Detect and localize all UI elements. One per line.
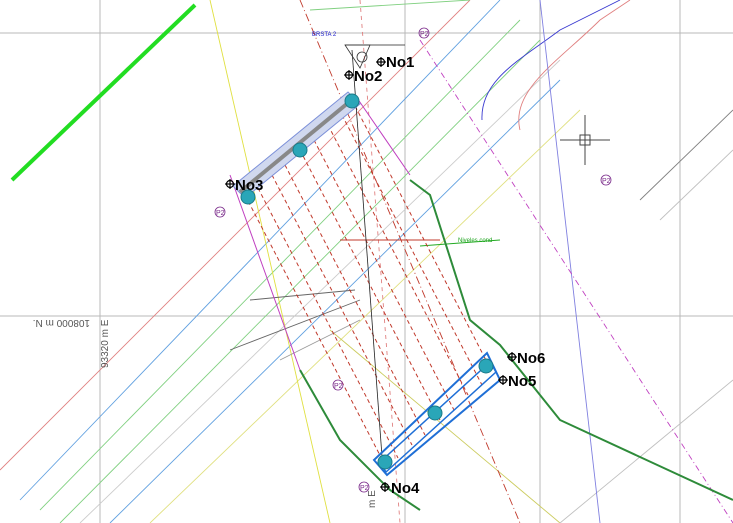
node-symbol-no2 xyxy=(344,70,354,80)
pile-marker xyxy=(292,142,308,158)
site-boundary xyxy=(409,179,733,501)
node-symbol-no1 xyxy=(376,57,386,67)
circle-marker-label: P2 xyxy=(360,485,369,492)
east-coordinate-label-bottom: m E xyxy=(367,490,378,508)
circle-markers xyxy=(214,27,612,493)
node-symbol-no4 xyxy=(380,482,390,492)
pile-marker xyxy=(240,189,256,205)
pile-rows xyxy=(244,99,491,466)
node-symbol-no3 xyxy=(225,179,235,189)
node-symbol-no5 xyxy=(498,375,508,385)
pile-marker xyxy=(478,358,494,374)
node-label-no5[interactable]: No5 xyxy=(508,373,536,390)
node-label-no6[interactable]: No6 xyxy=(517,350,545,367)
circle-marker-label: P2 xyxy=(602,178,611,185)
north-coordinate-label: 108000 m N. xyxy=(33,317,90,328)
east-coordinate-label: 93320 m E xyxy=(100,319,111,368)
annotation-level: Niveles cond xyxy=(458,238,492,244)
pile-marker xyxy=(344,93,360,109)
pile-marker xyxy=(377,454,393,470)
node-label-no4[interactable]: No4 xyxy=(391,480,420,497)
magenta-outline xyxy=(229,94,411,371)
pile-marker xyxy=(427,405,443,421)
piles[interactable] xyxy=(240,93,494,470)
circle-marker-label: P2 xyxy=(216,210,225,217)
node-symbol-no6 xyxy=(507,352,517,362)
circle-marker-label: P2 xyxy=(334,383,343,390)
node-label-no1[interactable]: No1 xyxy=(386,54,414,71)
node-symbols xyxy=(225,57,517,492)
node-label-no3[interactable]: No3 xyxy=(235,177,263,194)
crosshair-cursor-icon xyxy=(560,115,610,165)
highlight-green-line xyxy=(10,3,197,182)
site-boundary-lower xyxy=(299,369,421,511)
survey-triangle xyxy=(344,44,371,69)
circle-marker-label: P2 xyxy=(420,31,429,38)
reference-line xyxy=(351,49,384,471)
annotation-top: BRSTA 2 xyxy=(312,32,337,38)
node-label-no2[interactable]: No2 xyxy=(354,68,382,85)
